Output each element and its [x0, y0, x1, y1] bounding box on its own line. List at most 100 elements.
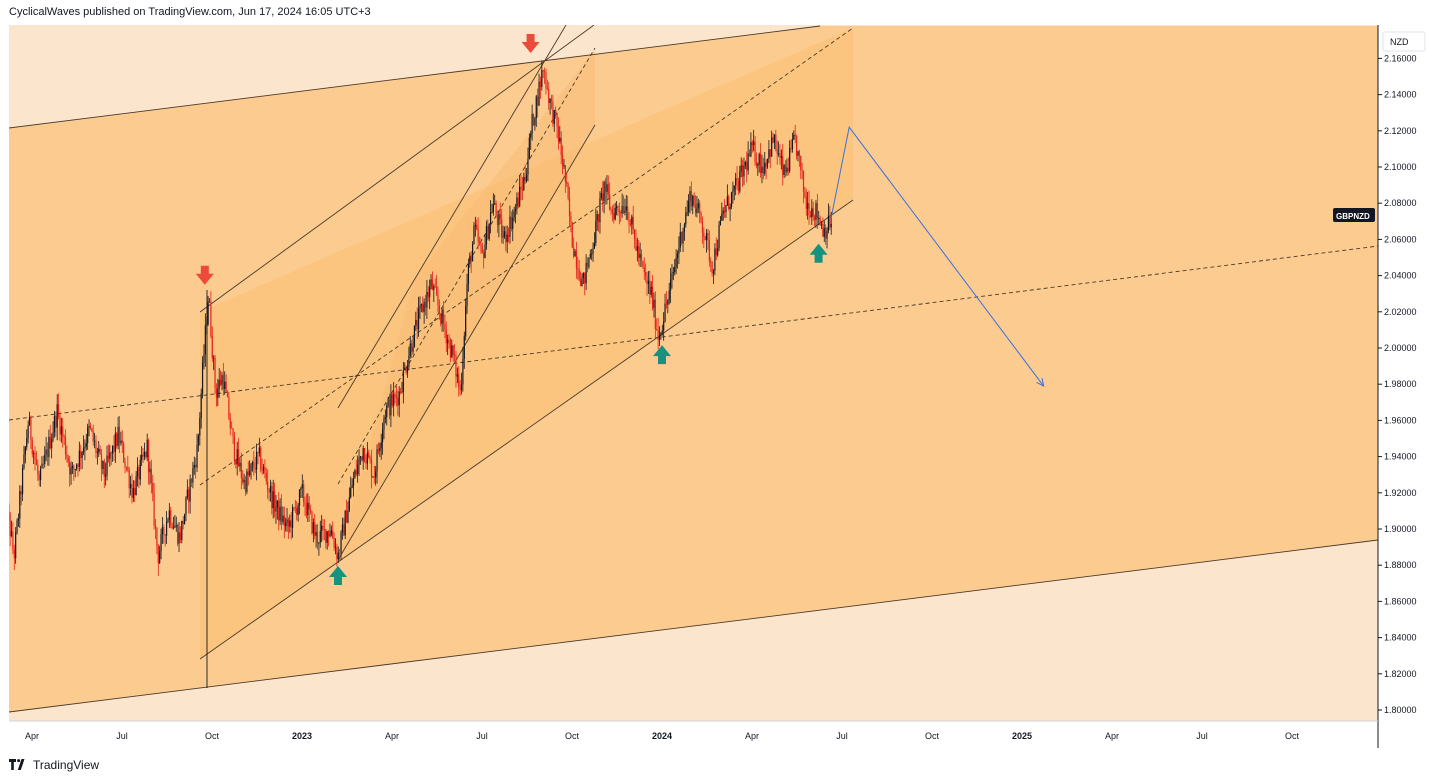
- candle-body: [197, 435, 200, 445]
- candle-body: [571, 222, 573, 248]
- candle-body: [291, 507, 294, 528]
- candle-body: [276, 500, 278, 508]
- time-axis[interactable]: Apr Jul Oct 2023 Apr Jul Oct 2024 Apr Jul Oct 2025 A…: [25, 731, 1300, 741]
- candles-group: [9, 60, 832, 576]
- price-axis[interactable]: 2.16000 2.14000 2.12000 2.10000 2.08000 2.060…: [1378, 53, 1417, 715]
- candle-body: [790, 148, 792, 150]
- candle-body: [332, 530, 334, 539]
- candle-body: [67, 457, 69, 463]
- candle-body: [638, 246, 640, 258]
- candle-body: [592, 248, 594, 254]
- candle-body: [177, 525, 179, 544]
- candle-body: [42, 463, 44, 465]
- candle-body: [77, 464, 79, 467]
- candle-body: [388, 399, 391, 416]
- candle-body: [589, 254, 591, 258]
- candle-body: [213, 357, 215, 359]
- candle-body: [620, 212, 622, 214]
- footer-brand[interactable]: TradingView: [9, 758, 99, 772]
- candle-body: [352, 478, 355, 486]
- candle-body: [647, 280, 650, 285]
- candle-body: [452, 345, 454, 355]
- candle-body: [753, 141, 755, 146]
- candle-body: [721, 213, 723, 221]
- candle-body: [315, 532, 317, 536]
- candle-body: [207, 301, 209, 325]
- buy-arrow-icon: [653, 345, 671, 365]
- candle-body: [406, 366, 409, 373]
- time-tick-label: 2024: [652, 731, 672, 741]
- candle-body: [308, 502, 310, 510]
- candle-body: [186, 489, 188, 498]
- candle-body: [95, 440, 97, 453]
- candle-body: [111, 445, 114, 454]
- candle-body: [491, 212, 493, 213]
- candle-body: [599, 198, 601, 223]
- candle-body: [27, 425, 29, 439]
- candle-body: [643, 267, 645, 273]
- candle-body: [168, 510, 170, 520]
- candle-body: [751, 142, 753, 146]
- candle-body: [654, 299, 656, 330]
- candle-body: [440, 313, 442, 324]
- candle-body: [473, 226, 475, 245]
- candle-body: [769, 149, 771, 157]
- time-tick-label: Jul: [1196, 731, 1208, 741]
- candle-body: [567, 183, 569, 199]
- candle-body: [253, 462, 255, 468]
- candle-body: [236, 449, 238, 465]
- price-tick-label: 2.08000: [1384, 198, 1417, 208]
- candle-body: [35, 459, 38, 466]
- candle-body: [438, 305, 440, 314]
- candle-body: [449, 340, 452, 358]
- candle-body: [351, 485, 353, 488]
- candle-body: [755, 162, 758, 166]
- candle-body: [395, 395, 398, 398]
- candle-body: [743, 165, 745, 177]
- candle-body: [347, 509, 349, 523]
- candle-body: [30, 417, 32, 441]
- candle-body: [478, 241, 481, 244]
- candle-body: [327, 531, 330, 537]
- candle-body: [116, 433, 118, 446]
- candle-body: [251, 462, 254, 465]
- candle-body: [678, 247, 680, 254]
- candle-body: [37, 465, 39, 475]
- candle-body: [92, 430, 94, 441]
- candle-body: [143, 451, 146, 457]
- candle-body: [689, 191, 691, 201]
- candle-body: [805, 196, 807, 209]
- candle-body: [829, 215, 831, 228]
- candle-body: [225, 381, 227, 393]
- candle-body: [309, 509, 312, 512]
- candle-body: [735, 178, 737, 186]
- candle-body: [419, 305, 421, 310]
- candle-body: [480, 243, 482, 246]
- candle-body: [269, 486, 272, 493]
- candle-body: [218, 379, 220, 389]
- candle-body: [132, 488, 134, 498]
- candle-body: [350, 487, 352, 498]
- candle-body: [553, 109, 555, 124]
- candle-body: [627, 206, 629, 220]
- candle-body: [409, 343, 411, 357]
- candle-body: [640, 253, 643, 261]
- candle-body: [827, 215, 830, 231]
- candle-body: [243, 479, 245, 483]
- candle-body: [524, 176, 526, 181]
- candle-body: [59, 415, 61, 435]
- candle-body: [265, 472, 267, 482]
- candle-body: [24, 447, 26, 455]
- candle-body: [99, 448, 101, 455]
- candle-body: [165, 522, 168, 536]
- time-tick-label: Jul: [476, 731, 488, 741]
- candle-body: [117, 426, 119, 446]
- candle-body: [325, 529, 327, 543]
- candle-body: [195, 464, 197, 468]
- price-tick-label: 1.98000: [1384, 379, 1417, 389]
- candle-body: [228, 397, 230, 419]
- candle-body: [697, 203, 699, 209]
- candle-body: [442, 309, 445, 325]
- publisher-header: CyclicalWaves published on TradingView.c…: [9, 6, 371, 18]
